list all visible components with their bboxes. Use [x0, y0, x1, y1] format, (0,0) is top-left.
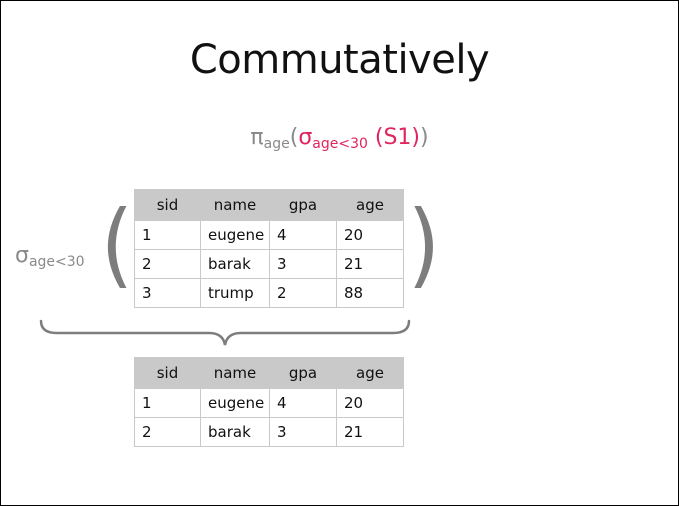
sigma-symbol: σ — [298, 125, 313, 150]
column-header-sid: sid — [134, 189, 201, 221]
table-header-row: sid name gpa age — [134, 189, 404, 221]
result-relation-table: sid name gpa age 1 eugene 4 20 2 barak 3… — [134, 357, 404, 447]
expression-open-paren: ( — [289, 125, 299, 150]
selection-sigma-symbol: σ — [15, 243, 29, 268]
cell-sid: 1 — [134, 388, 201, 418]
input-relation-table: sid name gpa age 1 eugene 4 20 2 barak 3… — [134, 189, 404, 308]
cell-age: 21 — [336, 417, 404, 447]
cell-name: barak — [200, 417, 270, 447]
sigma-subscript: age<30 — [312, 136, 368, 152]
pi-symbol: π — [250, 125, 264, 150]
cell-gpa: 4 — [269, 220, 337, 250]
cell-age: 88 — [336, 278, 404, 308]
cell-sid: 1 — [134, 220, 201, 250]
cell-name: barak — [200, 249, 270, 279]
curly-brace — [39, 319, 411, 346]
cell-sid: 2 — [134, 249, 201, 279]
table-row: 3 trump 2 88 — [134, 278, 404, 308]
slide-title: Commutatively — [189, 37, 490, 83]
cell-name: trump — [200, 278, 270, 308]
expression-close-paren: ) — [420, 125, 429, 150]
cell-gpa: 3 — [269, 249, 337, 279]
projection-expression: πage(σage<30 (S1)) — [1, 125, 678, 152]
column-header-name: name — [200, 357, 270, 389]
table-row: 1 eugene 4 20 — [134, 220, 404, 250]
cell-name: eugene — [200, 220, 270, 250]
cell-age: 20 — [336, 388, 404, 418]
cell-sid: 2 — [134, 417, 201, 447]
cell-age: 20 — [336, 220, 404, 250]
relation-name: (S1) — [367, 125, 421, 150]
cell-name: eugene — [200, 388, 270, 418]
table-header-row: sid name gpa age — [134, 357, 404, 389]
column-header-age: age — [336, 357, 404, 389]
cell-age: 21 — [336, 249, 404, 279]
cell-sid: 3 — [134, 278, 201, 308]
right-big-paren: ) — [407, 191, 441, 298]
table-row: 2 barak 3 21 — [134, 249, 404, 279]
column-header-age: age — [336, 189, 404, 221]
column-header-sid: sid — [134, 357, 201, 389]
table-row: 1 eugene 4 20 — [134, 388, 404, 418]
selection-operator: σage<30 — [15, 243, 85, 270]
column-header-name: name — [200, 189, 270, 221]
cell-gpa: 3 — [269, 417, 337, 447]
cell-gpa: 2 — [269, 278, 337, 308]
column-header-gpa: gpa — [269, 189, 337, 221]
cell-gpa: 4 — [269, 388, 337, 418]
column-header-gpa: gpa — [269, 357, 337, 389]
table-row: 2 barak 3 21 — [134, 417, 404, 447]
left-big-paren: ( — [100, 191, 134, 298]
selection-subscript: age<30 — [28, 254, 85, 270]
pi-subscript: age — [263, 136, 290, 152]
